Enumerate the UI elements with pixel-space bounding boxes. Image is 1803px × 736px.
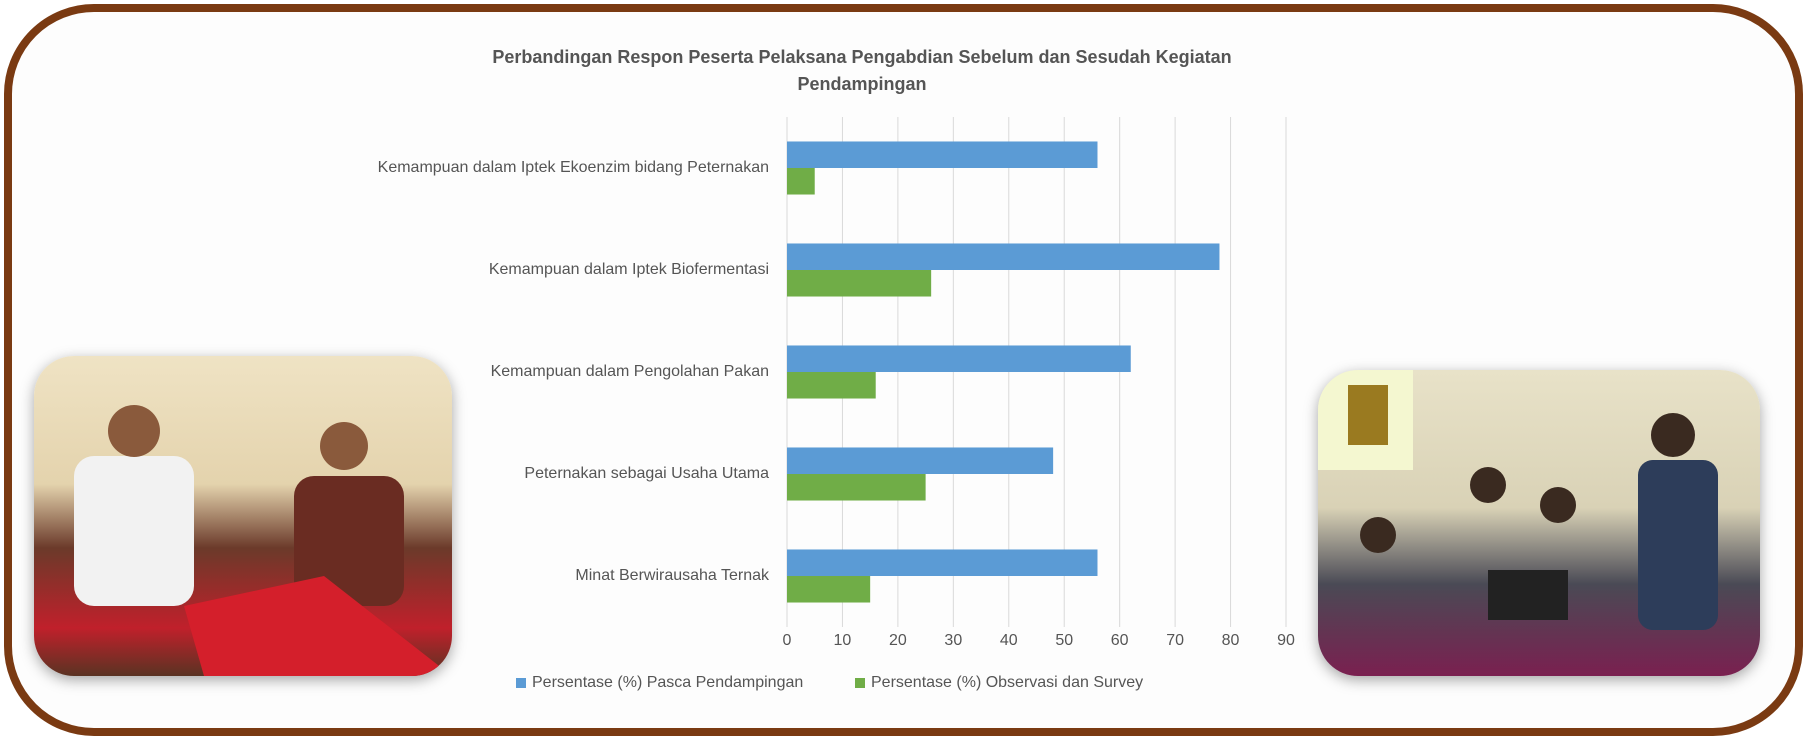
projector: [1488, 570, 1568, 620]
bar: [787, 270, 932, 297]
y-tick-label: Kemampuan dalam Iptek Biofermentasi: [489, 261, 769, 278]
y-tick-label: Minat Berwirausaha Ternak: [575, 567, 770, 584]
photo-right: [1318, 370, 1760, 676]
x-tick-label: 90: [1277, 632, 1295, 649]
table: [184, 576, 452, 676]
bar: [787, 447, 1054, 474]
legend-label: Persentase (%) Observasi dan Survey: [871, 674, 1143, 691]
bar: [787, 549, 1098, 576]
x-tick-label: 60: [1111, 632, 1129, 649]
person: [294, 476, 404, 606]
x-tick-label: 40: [1000, 632, 1018, 649]
head: [1470, 467, 1506, 503]
y-tick-label: Kemampuan dalam Pengolahan Pakan: [491, 363, 769, 380]
x-tick-label: 20: [889, 632, 907, 649]
bar: [787, 372, 876, 399]
y-tick-label: Kemampuan dalam Iptek Ekoenzim bidang Pe…: [378, 159, 769, 176]
person: [74, 456, 194, 606]
x-tick-label: 0: [783, 632, 792, 649]
head: [1360, 517, 1396, 553]
bar: [787, 243, 1220, 270]
x-tick-label: 50: [1055, 632, 1073, 649]
bar: [787, 474, 926, 501]
head: [1540, 487, 1576, 523]
x-tick-label: 30: [944, 632, 962, 649]
head: [320, 422, 368, 470]
legend-swatch: [855, 678, 865, 688]
x-tick-label: 10: [834, 632, 852, 649]
head: [108, 405, 160, 457]
legend-label: Persentase (%) Pasca Pendampingan: [532, 674, 803, 691]
photo-illustration: [1318, 370, 1718, 630]
bar: [787, 576, 871, 603]
bar: [787, 168, 815, 195]
projection-image: [1348, 385, 1388, 445]
bar: [787, 141, 1098, 168]
photo-left: [34, 356, 452, 676]
speaker: [1638, 460, 1718, 630]
x-tick-label: 70: [1166, 632, 1184, 649]
y-tick-label: Peternakan sebagai Usaha Utama: [524, 465, 769, 482]
photo-illustration: [74, 405, 452, 676]
head: [1651, 413, 1695, 457]
legend-swatch: [516, 678, 526, 688]
x-tick-label: 80: [1222, 632, 1240, 649]
bar: [787, 345, 1131, 372]
chart-title: Perbandingan Respon Peserta Pelaksana Pe…: [492, 47, 1232, 94]
